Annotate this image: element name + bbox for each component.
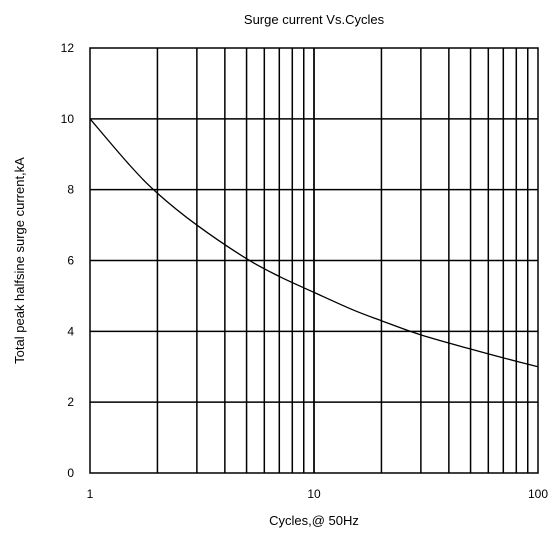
y-axis-label: Total peak halfsine surge current,kA	[12, 157, 27, 364]
x-tick-label: 100	[528, 487, 548, 501]
y-tick-label: 0	[67, 466, 74, 480]
y-tick-label: 2	[67, 395, 74, 409]
x-tick-label: 10	[307, 487, 321, 501]
x-tick-labels: 1 10 100	[87, 487, 549, 501]
x-tick-label: 1	[87, 487, 94, 501]
y-tick-label: 4	[67, 324, 74, 338]
series-line	[89, 118, 539, 368]
x-axis-label: Cycles,@ 50Hz	[269, 513, 359, 528]
plot-frame	[89, 47, 539, 474]
y-tick-label: 12	[61, 41, 75, 55]
y-tick-labels: 0 2 4 6 8 10 12	[61, 41, 75, 480]
y-tick-label: 6	[67, 254, 74, 268]
chart-title: Surge current Vs.Cycles	[244, 12, 385, 27]
y-tick-label: 8	[67, 183, 74, 197]
y-tick-label: 10	[61, 112, 75, 126]
grid-lines	[90, 48, 538, 473]
